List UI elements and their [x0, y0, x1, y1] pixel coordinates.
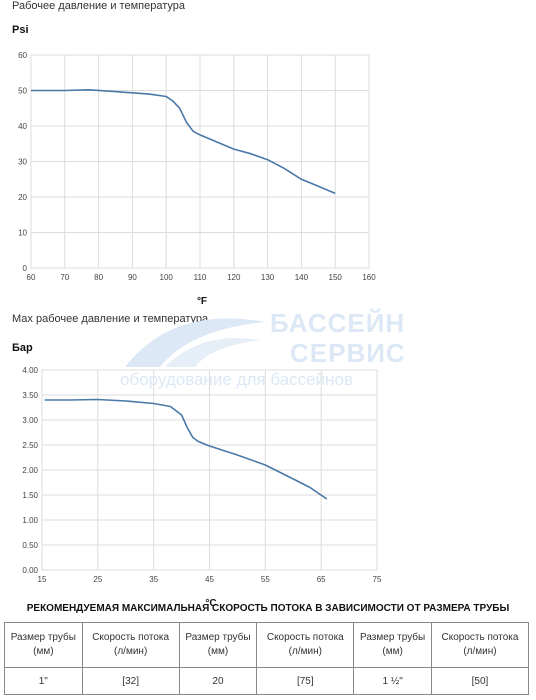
- chart2-y-tick-label: 2.50: [22, 441, 38, 450]
- chart2-x-tick-label: 75: [373, 575, 382, 584]
- flow-rate-table: Размер трубы (мм) Скорость потока (л/мин…: [4, 622, 530, 695]
- chart1-x-tick-label: 130: [261, 273, 275, 282]
- table-header-cell: Скорость потока (л/мин): [430, 622, 530, 668]
- table-header-cell: Размер трубы (мм): [178, 622, 258, 668]
- table-header-cell: Скорость потока (л/мин): [256, 622, 355, 668]
- chart2-ylabel: Бар: [12, 342, 33, 354]
- chart1-y-tick-label: 20: [18, 193, 27, 202]
- chart1-series-line: [31, 89, 336, 195]
- table-cell: [50]: [430, 667, 530, 695]
- chart1-y-tick-label: 10: [18, 229, 27, 238]
- chart1-y-tick-label: 40: [18, 122, 27, 131]
- chart1-x-tick-label: 90: [128, 273, 137, 282]
- table-row: 1" [32] 20 [75] 1 ½" [50]: [4, 667, 530, 695]
- chart1-y-tick-label: 50: [18, 87, 27, 96]
- table-header-row: Размер трубы (мм) Скорость потока (л/мин…: [4, 622, 530, 668]
- table-cell: 1 ½": [353, 667, 432, 695]
- chart2-y-tick-label: 1.50: [22, 491, 38, 500]
- table-title: РЕКОМЕНДУЕМАЯ МАКСИМАЛЬНАЯ СКОРОСТЬ ПОТО…: [26, 603, 510, 614]
- chart2-y-tick-label: 4.00: [22, 366, 38, 375]
- chart1-y-tick-label: 0: [23, 264, 28, 273]
- chart1-x-tick-label: 140: [295, 273, 309, 282]
- chart2-x-tick-label: 15: [38, 575, 47, 584]
- table-cell: [32]: [81, 667, 180, 695]
- chart2-xlabel: °C: [205, 598, 216, 609]
- chart1-x-tick-label: 160: [362, 273, 376, 282]
- table-header-cell: Размер трубы (мм): [4, 622, 83, 668]
- chart1-y-tick-label: 30: [18, 158, 27, 167]
- chart1-x-tick-label: 100: [160, 273, 174, 282]
- chart2-y-tick-label: 2.00: [22, 466, 38, 475]
- chart2-x-tick-label: 65: [317, 575, 326, 584]
- chart2-y-tick-label: 0.50: [22, 541, 38, 550]
- chart1-x-tick-label: 80: [94, 273, 103, 282]
- chart2-y-tick-label: 1.00: [22, 516, 38, 525]
- chart1-x-tick-label: 150: [329, 273, 343, 282]
- chart1-y-tick-label: 60: [18, 51, 27, 60]
- chart1-x-tick-label: 120: [227, 273, 241, 282]
- table-header-cell: Размер трубы (мм): [353, 622, 432, 668]
- chart2-plot: 15 25 35 45 55 65 75 0.00 0.50 1.00 1.50 2.00 2.50 3.…: [22, 366, 382, 609]
- chart2-x-tick-label: 55: [261, 575, 270, 584]
- chart1-x-tick-label: 60: [27, 273, 36, 282]
- chart2-x-tick-label: 35: [149, 575, 158, 584]
- chart1-x-tick-label: 70: [60, 273, 69, 282]
- table-cell: 1": [4, 667, 83, 695]
- chart1-heading: Рабочее давление и температура: [12, 0, 185, 12]
- chart2-y-tick-label: 3.00: [22, 416, 38, 425]
- chart1-plot: 60 70 80 90 100 110 120 130 140 150 160 0 10 20 30 40 50…: [18, 51, 376, 307]
- chart1-xlabel: °F: [197, 296, 207, 307]
- chart2-x-tick-label: 45: [205, 575, 214, 584]
- chart2-x-tick-label: 25: [93, 575, 102, 584]
- chart1-x-tick-label: 110: [194, 273, 207, 282]
- table-cell: 20: [178, 667, 258, 695]
- chart2-y-tick-label: 3.50: [22, 391, 38, 400]
- chart2-series-line: [44, 398, 328, 500]
- table-cell: [75]: [256, 667, 355, 695]
- table-header-cell: Скорость потока (л/мин): [81, 622, 180, 668]
- chart1-ylabel: Psi: [12, 24, 29, 36]
- chart2-y-tick-label: 0.00: [22, 566, 38, 575]
